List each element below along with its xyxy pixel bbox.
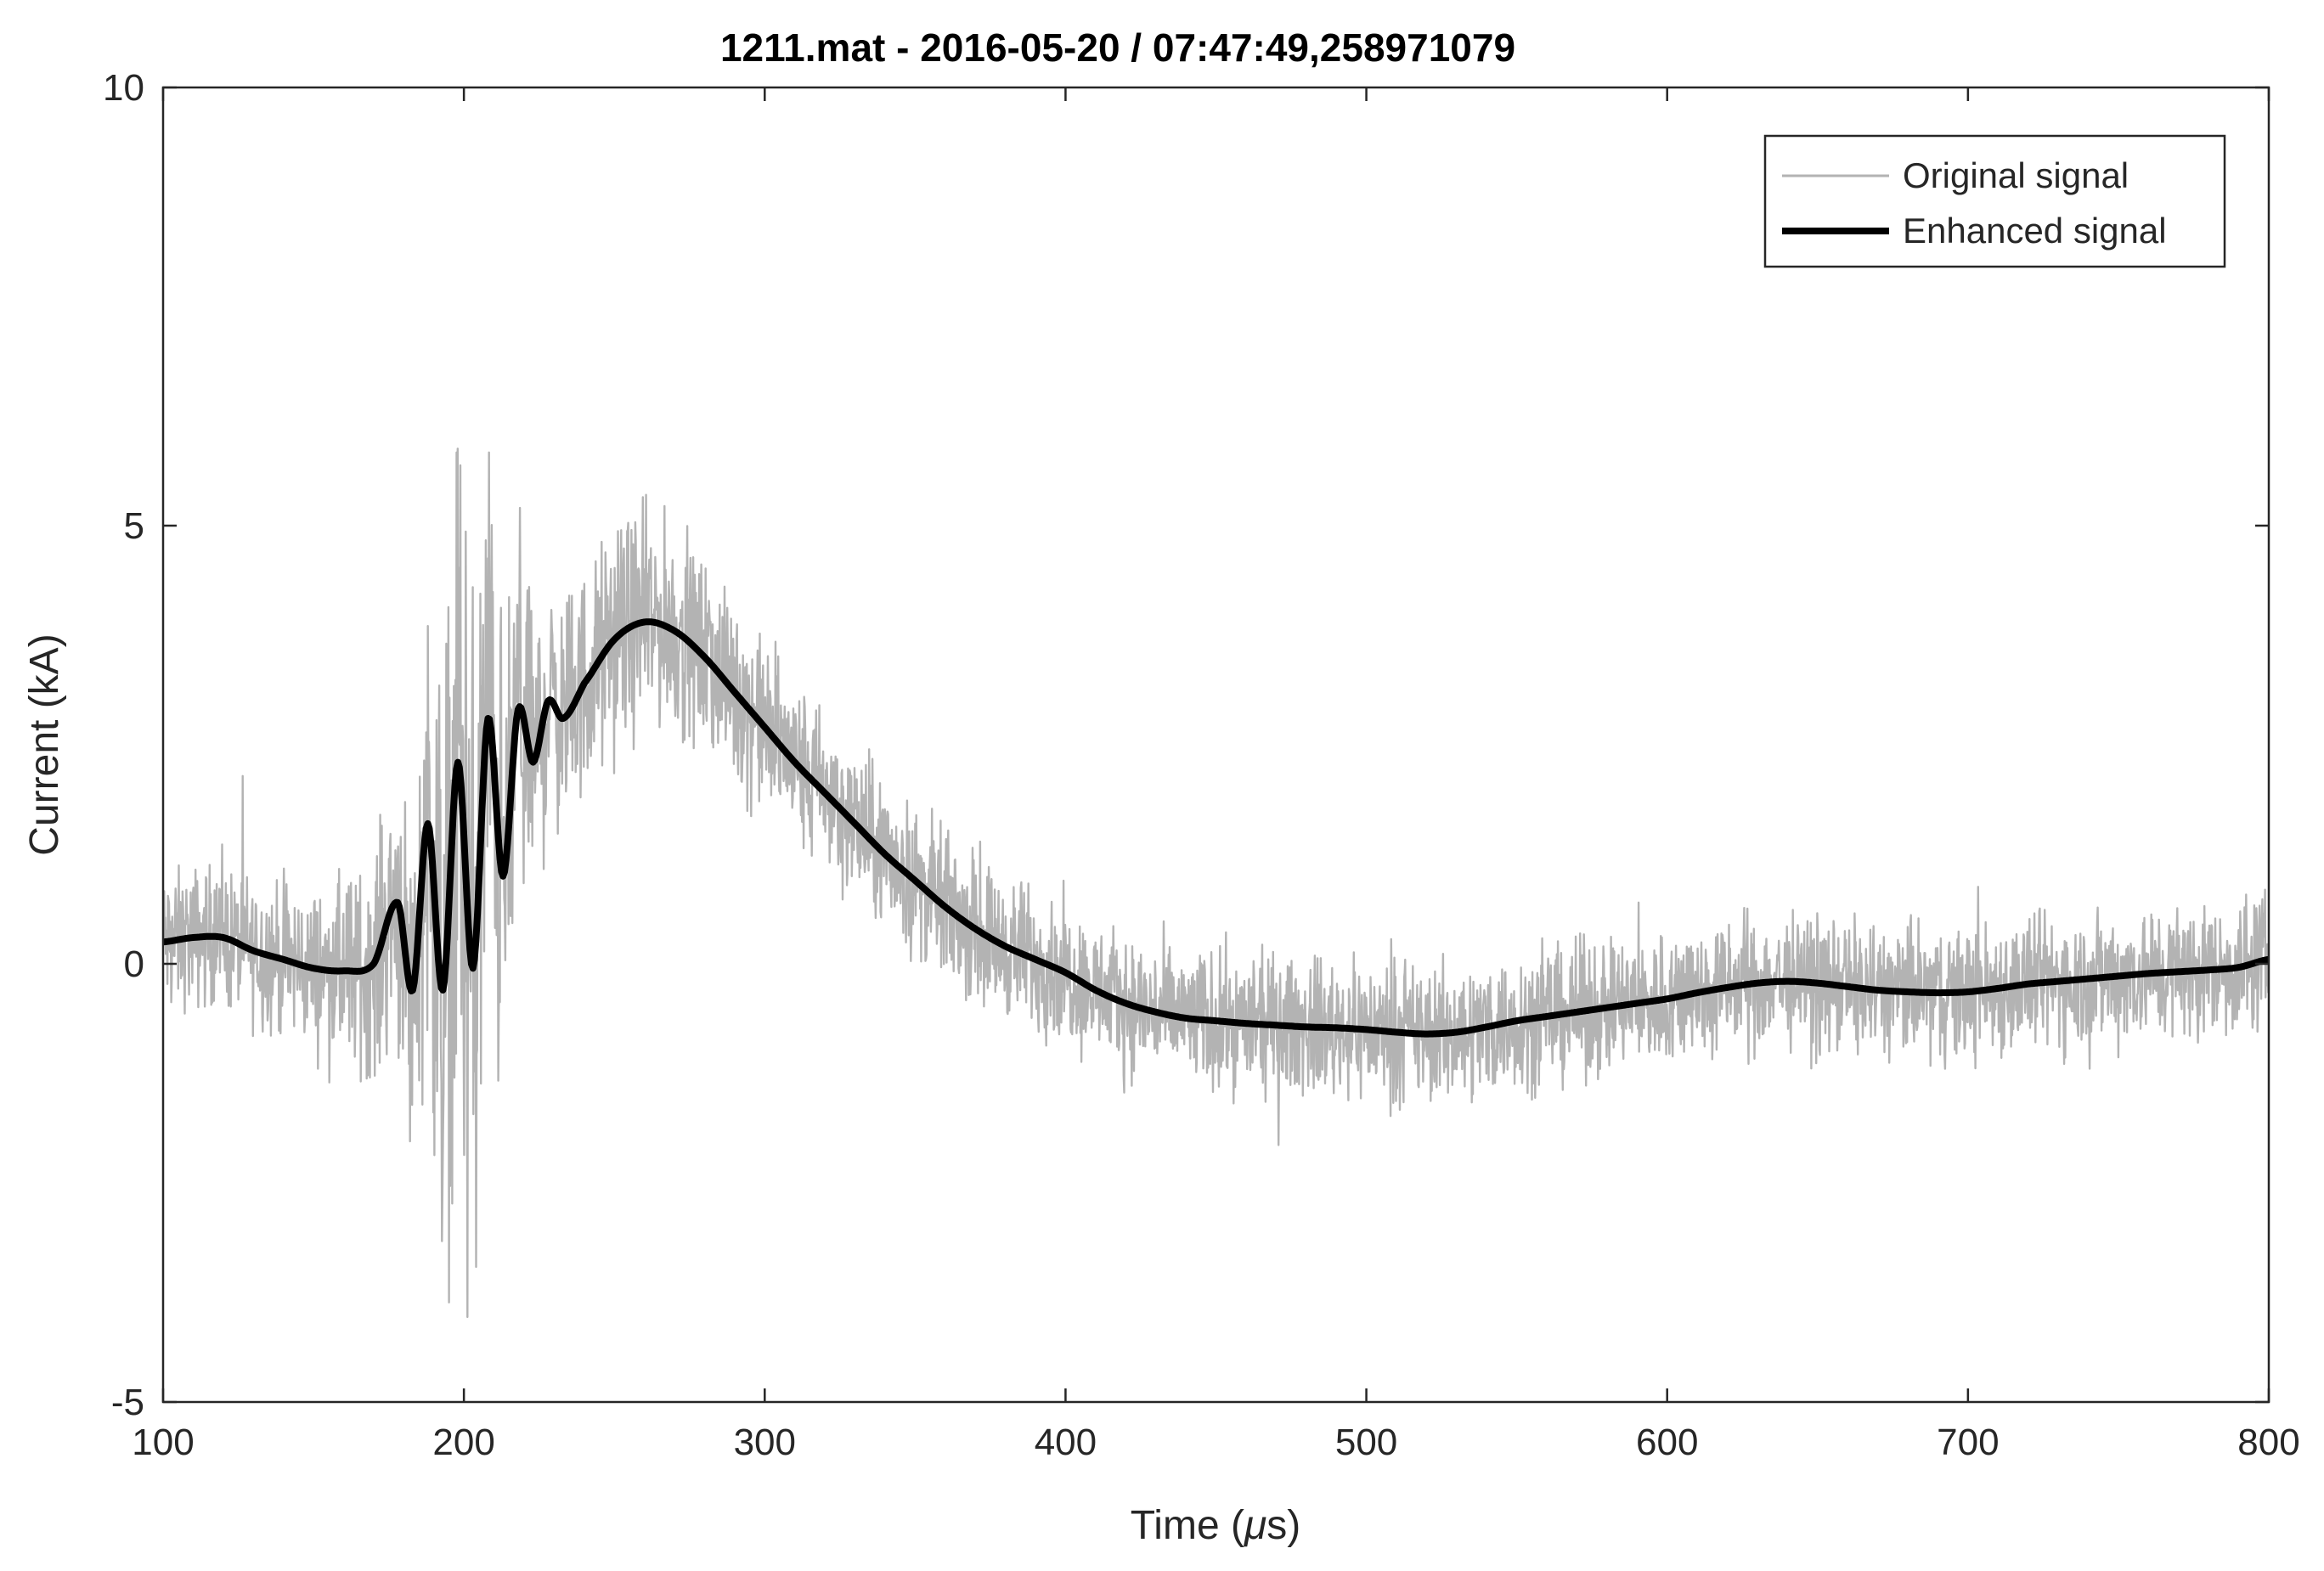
y-tick-label: -5 [111,1382,144,1423]
legend-label-enhanced: Enhanced signal [1903,211,2167,251]
x-tick-label: 800 [2237,1422,2299,1463]
x-tick-label: 700 [1937,1422,1999,1463]
y-tick-label: 0 [124,943,144,985]
x-tick-label: 100 [132,1422,194,1463]
series-enhanced-signal [163,618,2269,1038]
legend-label-original: Original signal [1903,155,2129,195]
y-tick-label: 5 [124,505,144,547]
x-tick-label: 200 [432,1422,494,1463]
x-tick-label: 400 [1035,1422,1097,1463]
plot-contents [163,448,2269,1319]
y-axis-label: Current (kA) [22,633,67,855]
x-axis-label-prefix: Time ( [1131,1503,1244,1548]
legend: Original signal Enhanced signal [1763,134,2226,268]
chart-title: 1211.mat - 2016-05-20 / 07:47:49,2589710… [720,25,1515,70]
x-tick-label: 300 [734,1422,796,1463]
y-tick-label: 10 [103,67,144,109]
x-axis-label: Time (μs) [1131,1503,1300,1548]
x-axis-label-mu: μ [1243,1503,1266,1548]
x-axis-ticks: 100 200 300 400 500 600 700 800 [132,87,2300,1463]
x-tick-label: 500 [1335,1422,1397,1463]
x-tick-label: 600 [1636,1422,1698,1463]
series-original-signal [163,448,2269,1319]
y-axis-ticks: -5 0 5 10 [103,67,2269,1423]
legend-box [1763,134,2226,268]
axes-box [161,86,2270,1404]
x-axis-label-suffix: s) [1266,1503,1300,1548]
